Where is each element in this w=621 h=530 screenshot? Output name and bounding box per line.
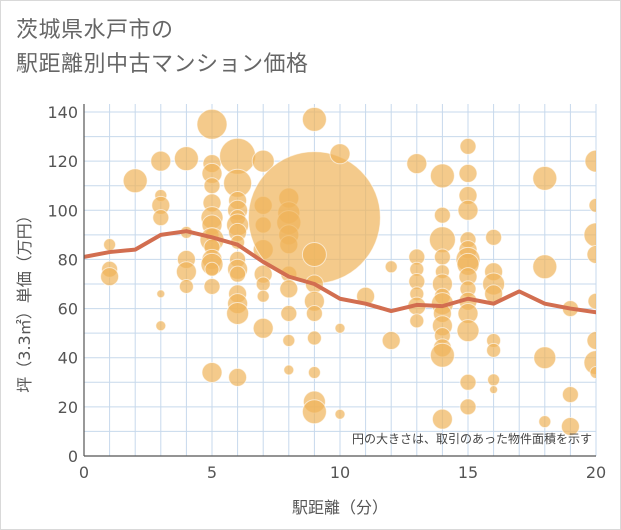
bubble-point: [252, 317, 274, 339]
bubble-point: [561, 386, 579, 404]
axes: [83, 104, 596, 457]
bubble-point: [487, 373, 501, 387]
bubble-point: [100, 267, 120, 287]
bubble-point: [280, 304, 298, 322]
average-price-line: [84, 229, 596, 315]
x-tick-label: 20: [586, 463, 606, 482]
bubble-point: [538, 415, 552, 429]
x-axis-title: 駅距離（分）: [292, 498, 388, 517]
tick-labels: 0 20 40 60 80 100 120 140 0 5 10 15 20: [47, 103, 606, 482]
bubble-point: [156, 289, 166, 299]
bubble-point: [203, 177, 221, 195]
bubble-point: [560, 417, 580, 437]
bubble-point: [251, 149, 275, 173]
y-tick-label: 120: [47, 152, 78, 171]
bubble-point: [429, 163, 455, 189]
bubble-point: [486, 342, 502, 358]
bubble-point: [334, 322, 346, 334]
x-tick-label: 0: [79, 463, 89, 482]
bubble-point: [305, 304, 323, 322]
bubble-point: [458, 163, 478, 183]
y-tick-label: 0: [68, 447, 78, 466]
bubble-point: [226, 301, 250, 325]
bubble-point: [409, 313, 425, 329]
bubble-point: [459, 137, 477, 155]
x-tick-label: 10: [330, 463, 350, 482]
bubble-point: [587, 292, 596, 310]
bubble-point: [334, 408, 346, 420]
chart-title: 茨城県水戸市の 駅距離別中古マンション価格: [16, 14, 309, 82]
bubble-point: [229, 265, 247, 283]
bubble-point: [175, 261, 197, 283]
bubble-point: [228, 367, 248, 387]
bubble-point: [301, 242, 327, 268]
bubble-point: [584, 149, 596, 173]
bubble-point: [150, 150, 172, 172]
x-tick-label: 15: [458, 463, 478, 482]
bubble-point: [589, 365, 596, 379]
chart-title-line1: 茨城県水戸市の: [16, 18, 174, 43]
bubble-size-note: 円の大きさは、取引のあった物件面積を示す: [352, 431, 592, 446]
bubble-point: [279, 279, 299, 299]
bubble-point: [457, 199, 479, 221]
bubble-point: [381, 331, 401, 351]
bubble-point: [301, 399, 327, 425]
bubble-point: [307, 365, 321, 379]
bubble-point: [588, 197, 596, 213]
plot-area: [84, 106, 596, 437]
bubble-series: [100, 106, 596, 437]
bubble-point: [583, 222, 596, 248]
bubble-point: [433, 248, 451, 266]
bubble-point: [384, 260, 398, 274]
bubble-point: [586, 331, 596, 351]
bubble-point: [431, 408, 453, 430]
bubble-point: [406, 153, 428, 175]
bubble-point: [485, 228, 503, 246]
bubble-point: [532, 254, 558, 280]
bubble-point: [155, 320, 167, 332]
bubble-point: [306, 330, 322, 346]
bubble-point: [489, 385, 499, 395]
bubble-point: [282, 334, 296, 348]
bubble-point: [256, 289, 270, 303]
bubble-point: [201, 361, 223, 383]
bubble-point: [178, 278, 194, 294]
bubble-point: [459, 373, 477, 391]
bubble-point: [532, 165, 558, 191]
bubble-point: [152, 209, 170, 227]
chart-title-line2: 駅距離別中古マンション価格: [16, 52, 309, 77]
bubble-point: [204, 261, 220, 277]
bubble-point: [301, 106, 327, 132]
y-tick-label: 80: [58, 250, 78, 269]
bubble-point: [283, 364, 295, 376]
bubble-point: [459, 398, 477, 416]
bubble-point: [203, 277, 221, 295]
bubble-point: [456, 319, 480, 343]
y-tick-label: 100: [47, 201, 78, 220]
bubble-point: [103, 238, 117, 252]
bubble-point: [433, 206, 451, 224]
bubble-point: [533, 346, 557, 370]
bubble-point: [255, 276, 271, 292]
y-tick-label: 140: [47, 103, 78, 122]
bubble-point: [196, 108, 228, 140]
y-tick-label: 20: [58, 398, 78, 417]
y-axis-title: 坪（3.3㎡）単価（万円）: [15, 207, 34, 392]
bubble-point: [429, 342, 455, 368]
average-line-series: [84, 229, 596, 315]
bubble-point: [586, 245, 596, 265]
bubble-point: [329, 143, 351, 165]
bubble-point: [122, 168, 148, 194]
y-tick-label: 60: [58, 300, 78, 319]
x-tick-label: 5: [207, 463, 217, 482]
y-tick-label: 40: [58, 349, 78, 368]
bubble-point: [173, 146, 199, 172]
